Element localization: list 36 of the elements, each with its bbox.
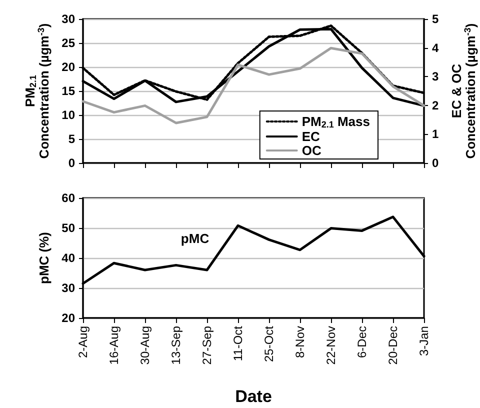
y-tick-label: 30 bbox=[62, 281, 76, 295]
y-tick-label: 50 bbox=[62, 221, 76, 235]
x-tick-label: 13-Sep bbox=[169, 326, 183, 365]
x-tick-label: 16-Aug bbox=[107, 326, 121, 365]
y-axis-title: pMC (%) bbox=[36, 232, 52, 284]
y-tick-label: 30 bbox=[62, 12, 76, 26]
y-tick-label: 40 bbox=[62, 251, 76, 265]
x-tick-label: 30-Aug bbox=[138, 326, 152, 365]
y-tick-label: 5 bbox=[68, 132, 76, 146]
y-tick-label: 0 bbox=[68, 156, 76, 170]
x-tick-label: 22-Nov bbox=[324, 326, 338, 365]
x-tick-label: 11-Oct bbox=[231, 325, 245, 362]
y2-tick-label: 4 bbox=[432, 40, 439, 55]
x-tick-label: 3-Jan bbox=[417, 326, 431, 356]
x-tick-label: 2-Aug bbox=[76, 326, 90, 358]
y-tick-label: 20 bbox=[62, 311, 76, 325]
y2-tick-label: 1 bbox=[432, 127, 439, 142]
y-tick-label: 60 bbox=[62, 191, 76, 205]
y-tick-label: 25 bbox=[62, 36, 76, 50]
x-tick-label: 27-Sep bbox=[200, 326, 214, 365]
legend-label: OC bbox=[302, 143, 322, 158]
x-tick-label: 20-Dec bbox=[386, 326, 400, 365]
legend-label: EC bbox=[302, 129, 321, 144]
y2-tick-label: 5 bbox=[432, 12, 439, 26]
y2-axis-title: EC & OC Concentration (µgm-3) bbox=[449, 23, 478, 159]
series-label: pMC bbox=[180, 231, 210, 246]
y-tick-label: 15 bbox=[62, 84, 76, 98]
y2-tick-label: 2 bbox=[432, 98, 439, 112]
x-tick-label: 6-Dec bbox=[355, 326, 369, 358]
y2-tick-label: 0 bbox=[432, 156, 439, 170]
y-tick-label: 20 bbox=[62, 60, 76, 74]
y-tick-label: 10 bbox=[62, 108, 76, 122]
x-tick-label: 8-Nov bbox=[293, 326, 307, 358]
x-tick-label: 25-Oct bbox=[262, 325, 276, 362]
x-axis-title: Date bbox=[235, 387, 272, 406]
y2-tick-label: 3 bbox=[432, 70, 439, 84]
